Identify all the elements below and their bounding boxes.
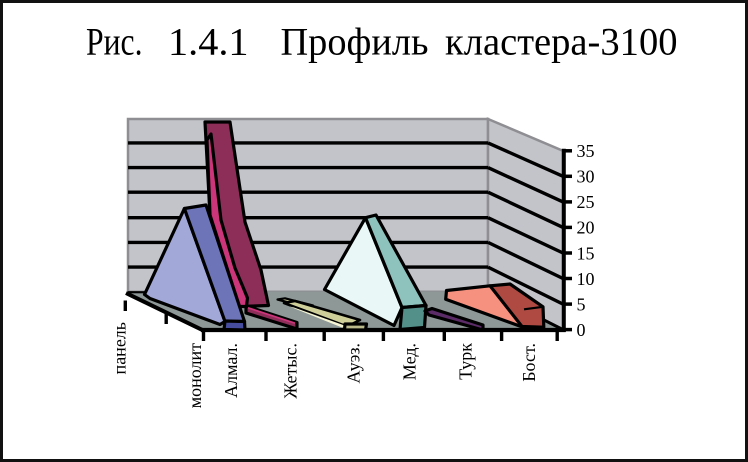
svg-text:15: 15	[577, 243, 595, 263]
svg-text:30: 30	[577, 167, 595, 187]
svg-text:Бост.: Бост.	[519, 343, 539, 382]
svg-text:монолит: монолит	[185, 343, 205, 408]
svg-text:Турк: Турк	[456, 343, 476, 380]
svg-text:Ауэз.: Ауэз.	[344, 343, 364, 383]
svg-text:1.4.1: 1.4.1	[168, 20, 249, 64]
svg-text:20: 20	[577, 218, 595, 238]
svg-text:кластера-3100: кластера-3100	[445, 20, 678, 64]
svg-text:Рис.: Рис.	[86, 20, 143, 64]
svg-text:Мед.: Мед.	[400, 343, 420, 380]
svg-text:Алмал.: Алмал.	[221, 343, 241, 398]
svg-text:панель: панель	[110, 322, 130, 374]
svg-text:35: 35	[577, 141, 595, 161]
svg-text:Жетыс.: Жетыс.	[281, 343, 301, 399]
svg-text:5: 5	[577, 294, 586, 314]
svg-text:0: 0	[577, 320, 586, 340]
svg-text:25: 25	[577, 192, 595, 212]
svg-text:Профиль: Профиль	[281, 20, 429, 64]
svg-text:10: 10	[577, 269, 595, 289]
